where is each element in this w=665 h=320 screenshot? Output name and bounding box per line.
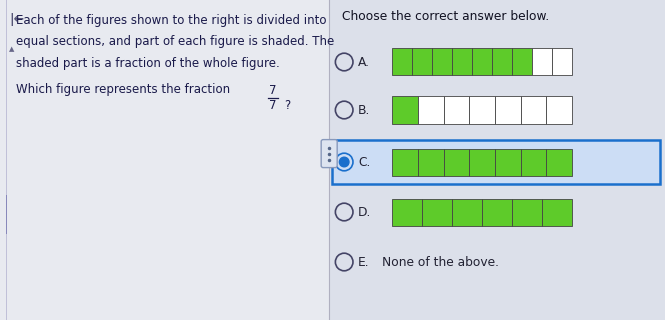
- FancyBboxPatch shape: [321, 140, 337, 168]
- Bar: [0, 0, 329, 320]
- Text: |←: |←: [9, 13, 24, 26]
- Text: Which figure represents the fraction: Which figure represents the fraction: [16, 84, 234, 97]
- Bar: [492, 49, 512, 76]
- Bar: [469, 148, 495, 175]
- Text: ?: ?: [284, 99, 290, 112]
- Bar: [482, 198, 512, 226]
- Text: D.: D.: [358, 205, 372, 219]
- Bar: [512, 49, 532, 76]
- Bar: [422, 198, 452, 226]
- Circle shape: [339, 157, 349, 167]
- Bar: [432, 49, 452, 76]
- Bar: [532, 49, 552, 76]
- Bar: [392, 198, 422, 226]
- Text: 7: 7: [269, 84, 277, 97]
- Text: B.: B.: [358, 103, 370, 116]
- Text: Each of the figures shown to the right is divided into: Each of the figures shown to the right i…: [16, 14, 327, 27]
- Bar: [392, 148, 418, 175]
- Text: None of the above.: None of the above.: [382, 255, 499, 268]
- Bar: [469, 97, 495, 124]
- Bar: [472, 49, 492, 76]
- Bar: [452, 49, 472, 76]
- Text: 7: 7: [269, 99, 277, 112]
- Bar: [452, 198, 482, 226]
- Bar: [552, 49, 572, 76]
- Bar: [521, 148, 547, 175]
- Bar: [444, 97, 469, 124]
- FancyBboxPatch shape: [332, 140, 660, 184]
- Bar: [412, 49, 432, 76]
- Text: shaded part is a fraction of the whole figure.: shaded part is a fraction of the whole f…: [16, 57, 280, 70]
- Bar: [542, 198, 572, 226]
- Bar: [392, 97, 418, 124]
- Bar: [5, 0, 7, 320]
- Bar: [512, 198, 542, 226]
- Bar: [5, 195, 7, 234]
- Bar: [444, 148, 469, 175]
- Text: A.: A.: [358, 55, 370, 68]
- Bar: [392, 49, 412, 76]
- Bar: [547, 97, 572, 124]
- Text: Choose the correct answer below.: Choose the correct answer below.: [342, 10, 549, 23]
- Bar: [495, 97, 521, 124]
- Bar: [547, 148, 572, 175]
- Bar: [418, 97, 444, 124]
- Text: E.: E.: [358, 255, 370, 268]
- Text: equal sections, and part of each figure is shaded. The: equal sections, and part of each figure …: [16, 36, 334, 49]
- Text: C.: C.: [358, 156, 370, 169]
- Bar: [418, 148, 444, 175]
- Bar: [521, 97, 547, 124]
- Text: ▲: ▲: [9, 46, 15, 52]
- Bar: [495, 148, 521, 175]
